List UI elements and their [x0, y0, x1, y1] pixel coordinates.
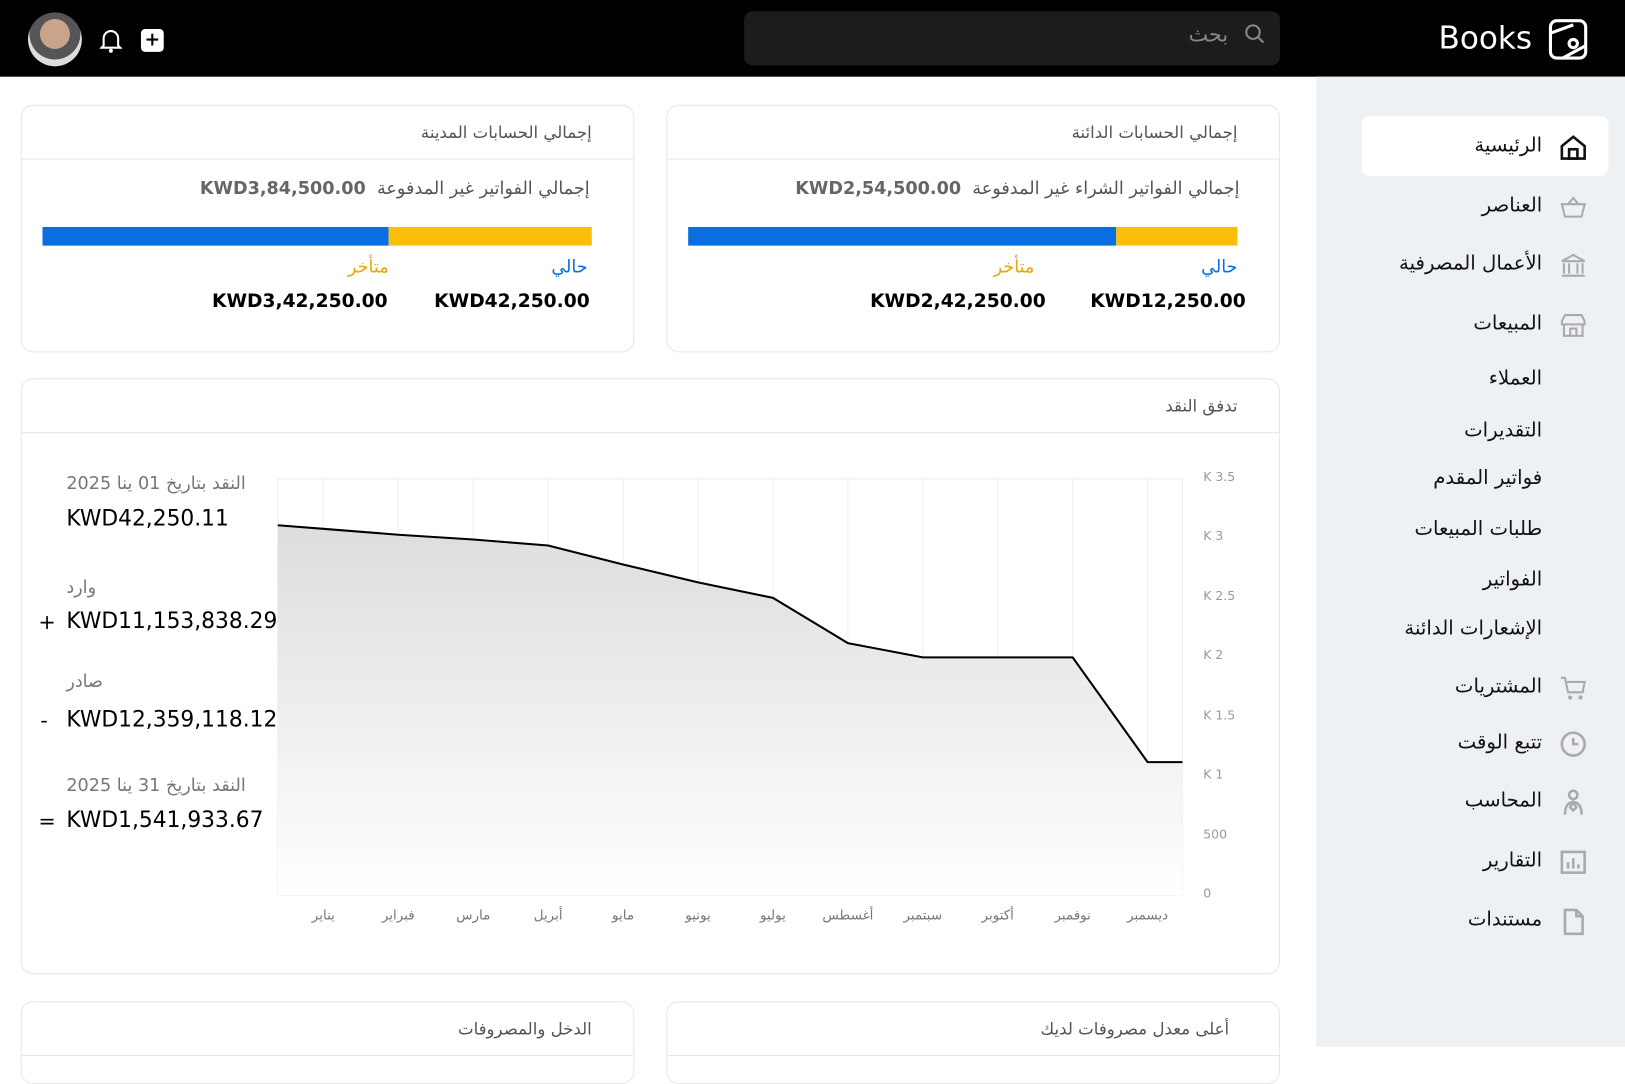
- clock-icon: [1559, 730, 1588, 759]
- sidebar-item-14[interactable]: مستندات: [1467, 907, 1543, 931]
- y-tick-label: 500: [1203, 826, 1228, 842]
- sidebar-active-bg: [1361, 116, 1609, 177]
- document-icon: [1559, 907, 1588, 936]
- receivables-overdue-bar: [388, 226, 592, 246]
- receivables-unpaid-value: KWD3,84,500.00: [199, 178, 366, 199]
- sidebar-item-5[interactable]: التقديرات: [1464, 418, 1543, 442]
- cart-icon: [1559, 674, 1588, 703]
- avatar[interactable]: [27, 12, 82, 67]
- sidebar-item-10[interactable]: المشتريات: [1454, 674, 1543, 698]
- closing-value: KWD1,541,933.67: [66, 807, 264, 833]
- sidebar-item-1[interactable]: العناصر: [1481, 193, 1543, 217]
- opening-value: KWD42,250.11: [66, 505, 229, 531]
- store-icon: [1559, 311, 1588, 340]
- payables-current-bar: [688, 226, 1117, 246]
- closing-sign: =: [38, 808, 56, 834]
- receivables-unpaid-label: إجمالي الفواتير غير المدفوعة: [376, 178, 590, 199]
- outgoing-value: KWD12,359,118.12: [66, 706, 278, 732]
- top-expenses-title: أعلى معدل مصروفات لديك: [667, 1002, 1279, 1057]
- y-tick-label: K 3: [1203, 529, 1224, 544]
- payables-progress: [688, 226, 1238, 246]
- reports-icon: [1559, 848, 1588, 877]
- incoming-sign: +: [38, 609, 56, 635]
- accountant-icon: [1559, 788, 1588, 817]
- y-tick-label: K 1: [1203, 767, 1224, 782]
- outgoing-sign: -: [40, 707, 48, 733]
- sidebar-item-13[interactable]: التقارير: [1482, 848, 1543, 872]
- cashflow-title: تدفق النقد: [21, 379, 1279, 434]
- x-tick-label: أغسطس: [822, 907, 874, 924]
- receivables-overdue-value: KWD3,42,250.00: [211, 290, 388, 312]
- receivables-current-value: KWD42,250.00: [434, 290, 590, 312]
- x-tick-label: أبريل: [533, 907, 563, 924]
- payables-overdue-label: متأخر: [993, 257, 1035, 278]
- payables-unpaid-label: إجمالي الفواتير الشراء غير المدفوعة: [972, 178, 1240, 199]
- payables-overdue-bar: [1116, 226, 1238, 246]
- sidebar-item-11[interactable]: تتبع الوقت: [1457, 730, 1543, 754]
- sidebar-item-8[interactable]: الفواتير: [1482, 567, 1543, 591]
- x-tick-label: ديسمبر: [1127, 907, 1169, 924]
- payables-title: إجمالي الحسابات الدائنة: [667, 106, 1279, 160]
- opening-label: النقد بتاريخ 01 ينا 2025: [66, 473, 246, 495]
- books-logo-icon: [1548, 19, 1588, 65]
- incoming-value: KWD11,153,838.29: [66, 608, 278, 634]
- x-tick-label: مارس: [456, 907, 491, 924]
- payables-current-label: حالي: [1201, 257, 1238, 278]
- y-tick-label: 0: [1203, 886, 1212, 901]
- bank-icon: [1559, 251, 1588, 280]
- cashflow-card: تدفق النقد النقد بتاريخ 01 ينا 2025 KWD4…: [20, 378, 1280, 975]
- outgoing-label: صادر: [66, 671, 104, 693]
- payables-unpaid-value: KWD2,54,500.00: [795, 178, 962, 199]
- y-tick-label: K 1.5: [1203, 707, 1236, 723]
- basket-icon: [1559, 193, 1588, 222]
- income-expense-card: الدخل والمصروفات: [20, 1001, 635, 1084]
- y-tick-label: K 3.5: [1203, 469, 1236, 484]
- receivables-overdue-label: متأخر: [347, 257, 389, 278]
- sidebar-item-3[interactable]: المبيعات: [1473, 311, 1543, 335]
- area-fill: [277, 525, 1183, 896]
- x-tick-label: مايو: [612, 907, 635, 924]
- receivables-current-label: حالي: [551, 257, 588, 278]
- receivables-current-bar: [42, 226, 389, 246]
- receivables-title: إجمالي الحسابات المدينة: [21, 106, 634, 160]
- income-expense-title: الدخل والمصروفات: [21, 1002, 634, 1057]
- y-tick-label: K 2: [1203, 648, 1224, 663]
- search-input[interactable]: بحث: [744, 11, 1280, 66]
- series-line: [277, 524, 1183, 764]
- add-icon[interactable]: +: [140, 29, 164, 52]
- x-tick-label: فبراير: [381, 907, 415, 924]
- x-tick-label: يناير: [311, 907, 335, 924]
- sidebar-item-4[interactable]: العملاء: [1488, 366, 1543, 390]
- x-tick-label: نوفمبر: [1054, 907, 1091, 924]
- search-placeholder: بحث: [1188, 21, 1229, 47]
- incoming-label: وارد: [66, 577, 97, 599]
- sidebar-item-6[interactable]: فواتير المقدم: [1433, 466, 1543, 490]
- x-tick-label: يونيو: [685, 907, 711, 924]
- sidebar-item-7[interactable]: طلبات المبيعات: [1414, 517, 1543, 540]
- y-tick-label: K 2.5: [1203, 588, 1236, 604]
- payables-overdue-value: KWD2,42,250.00: [870, 290, 1046, 312]
- x-tick-label: سبتمبر: [903, 907, 943, 924]
- payables-current-value: KWD12,250.00: [1090, 290, 1246, 312]
- receivables-card: إجمالي الحسابات المدينة إجمالي الفواتير …: [20, 104, 635, 353]
- receivables-progress: [42, 226, 592, 246]
- payables-card: إجمالي الحسابات الدائنة إجمالي الفواتير …: [666, 104, 1280, 353]
- closing-label: النقد بتاريخ 31 ينا 2025: [66, 775, 246, 796]
- sidebar-item-9[interactable]: الإشعارات الدائنة: [1404, 616, 1543, 640]
- bell-icon[interactable]: [99, 28, 123, 58]
- home-icon: [1559, 133, 1588, 162]
- sidebar-item-12[interactable]: المحاسب: [1464, 788, 1543, 812]
- x-tick-label: أكتوبر: [981, 907, 1014, 924]
- top-expenses-card: أعلى معدل مصروفات لديك: [666, 1001, 1280, 1084]
- sidebar-item-0[interactable]: الرئيسية: [1474, 133, 1543, 157]
- search-icon: [1245, 24, 1266, 45]
- sidebar: [1316, 76, 1625, 1047]
- x-tick-label: يوليو: [760, 907, 786, 924]
- cashflow-chart: [277, 478, 1184, 896]
- sidebar-item-2[interactable]: الأعمال المصرفية: [1399, 251, 1543, 275]
- brand-name: Books: [1438, 20, 1533, 58]
- top-bar: + بحث Books: [0, 0, 1625, 77]
